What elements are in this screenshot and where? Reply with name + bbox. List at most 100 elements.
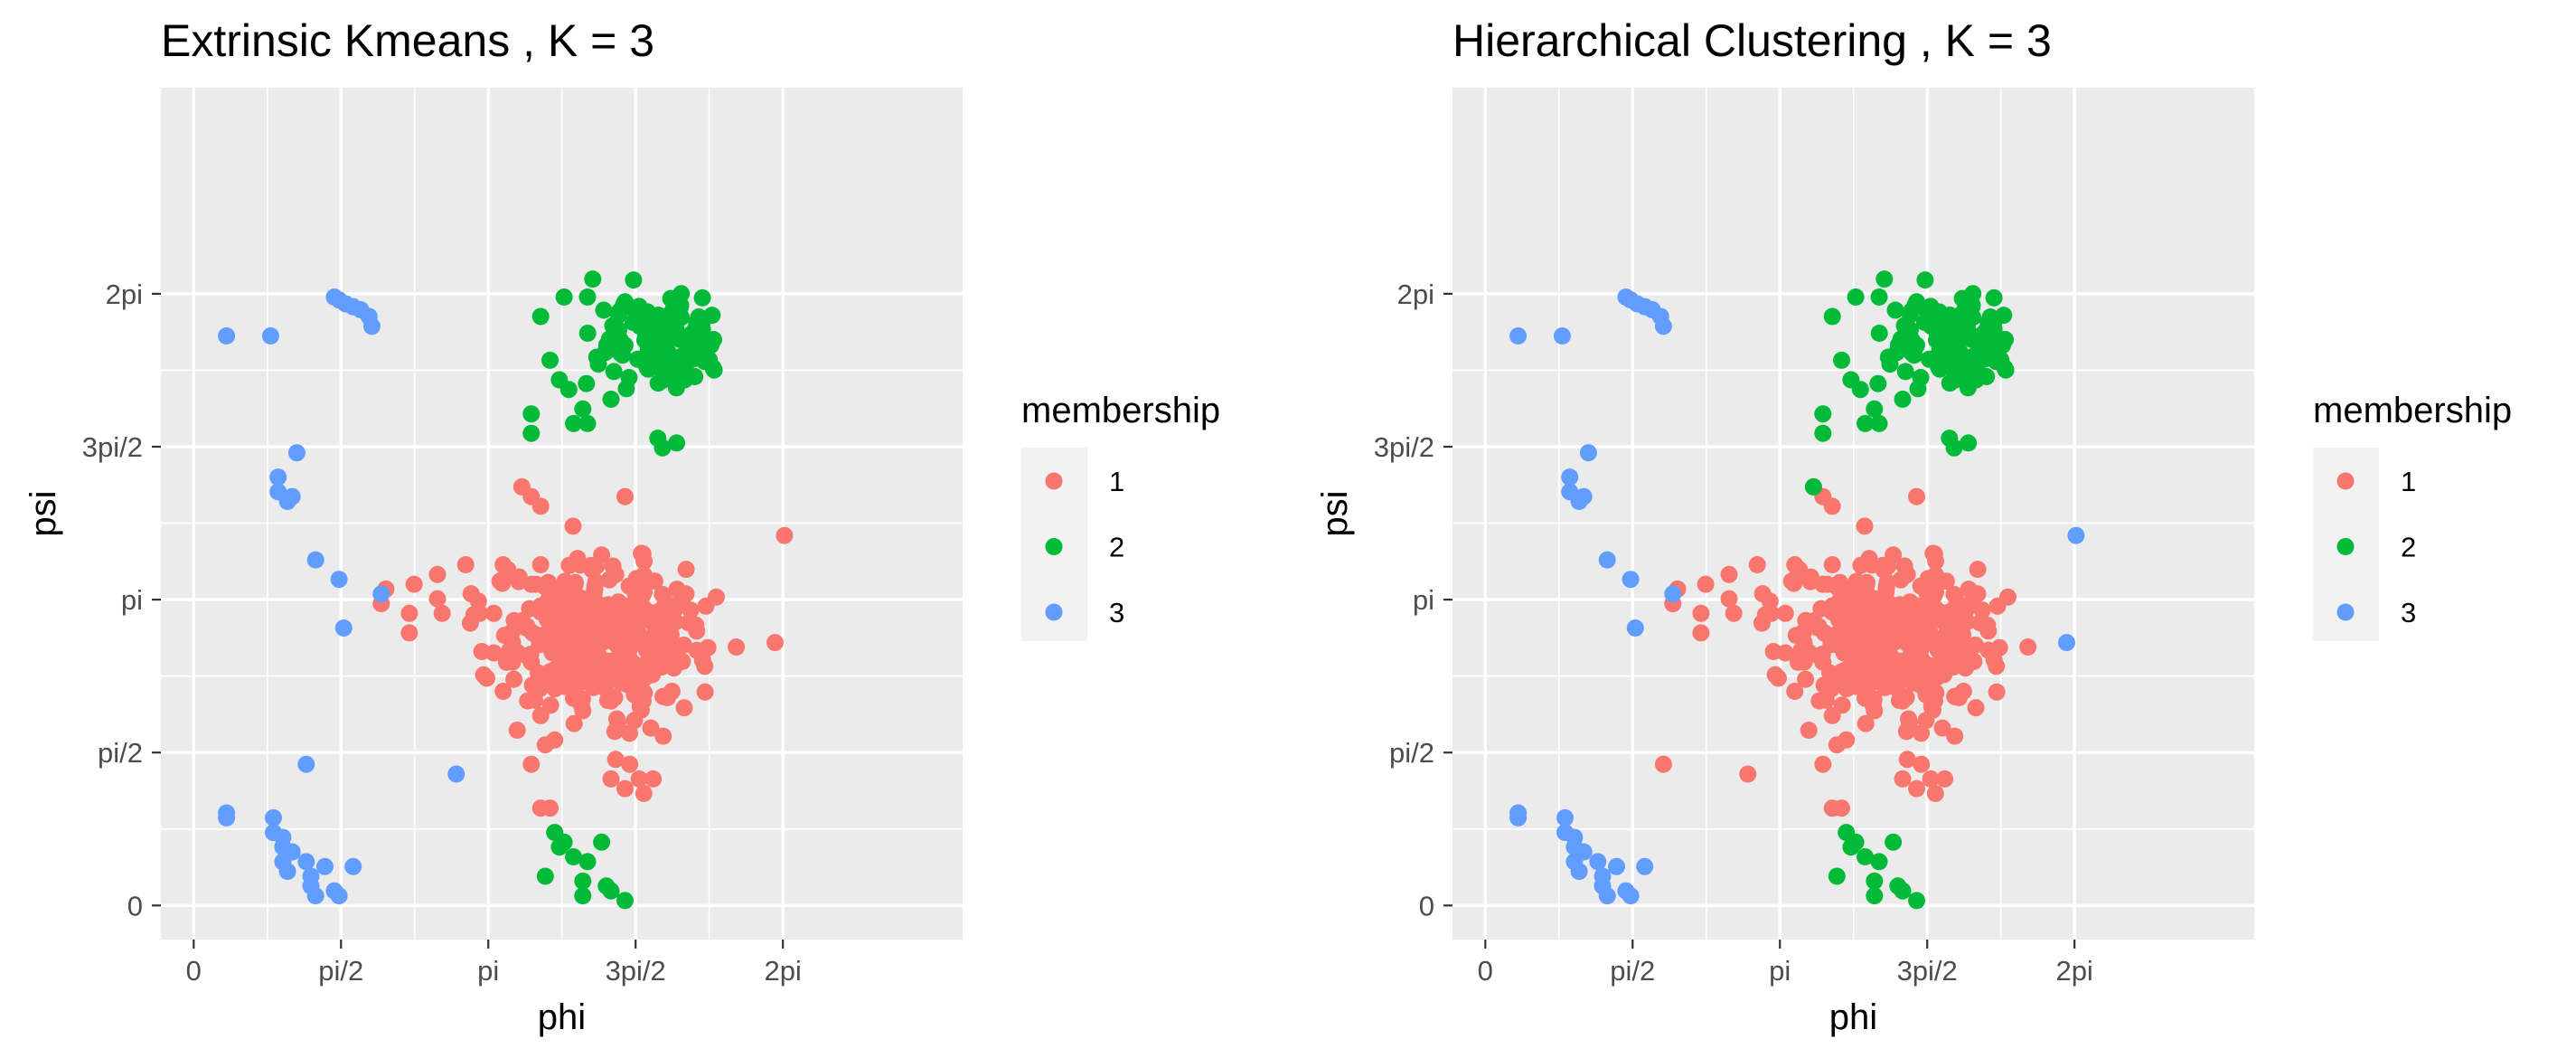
- point-membership-2: [687, 340, 705, 358]
- point-membership-1: [1833, 696, 1851, 714]
- x-tick-label: 2pi: [2055, 955, 2092, 987]
- point-membership-1: [647, 609, 665, 628]
- x-tick-label: pi/2: [1610, 955, 1655, 987]
- point-membership-1: [653, 585, 672, 603]
- y-axis-label: psi: [1315, 490, 1355, 536]
- point-membership-2: [1921, 350, 1938, 368]
- point-membership-1: [546, 731, 564, 749]
- point-membership-1: [1965, 653, 1983, 670]
- point-membership-1: [602, 770, 620, 788]
- point-membership-1: [604, 557, 622, 575]
- point-membership-3: [306, 887, 324, 905]
- legend-key-2: [2336, 538, 2355, 555]
- point-membership-2: [700, 353, 719, 371]
- point-membership-1: [1881, 621, 1899, 639]
- point-membership-1: [621, 724, 638, 742]
- point-membership-1: [1979, 622, 1998, 640]
- point-membership-2: [1876, 270, 1894, 288]
- point-membership-1: [1917, 683, 1935, 701]
- point-membership-2: [1814, 405, 1832, 423]
- point-membership-1: [637, 641, 655, 659]
- point-membership-2: [578, 288, 597, 306]
- point-membership-2: [605, 363, 623, 381]
- point-membership-1: [688, 622, 706, 640]
- point-membership-2: [1828, 867, 1846, 885]
- point-membership-2: [1994, 336, 2012, 354]
- point-membership-1: [1946, 727, 1964, 745]
- point-membership-1: [1776, 604, 1794, 622]
- point-membership-2: [629, 350, 646, 368]
- point-membership-1: [1786, 683, 1804, 700]
- point-membership-1: [682, 601, 700, 619]
- point-membership-1: [456, 556, 475, 573]
- point-membership-1: [1914, 578, 1932, 596]
- point-membership-1: [646, 622, 664, 640]
- point-membership-2: [1870, 325, 1888, 342]
- legend-title: membership: [1021, 391, 1220, 430]
- point-membership-2: [1833, 351, 1850, 369]
- point-membership-2: [1960, 434, 1978, 452]
- legend-label-3: 3: [2401, 597, 2416, 628]
- point-membership-1: [1945, 585, 1963, 603]
- point-membership-1: [1905, 671, 1923, 689]
- x-tick-label: pi: [477, 955, 499, 987]
- point-membership-1: [1720, 590, 1738, 608]
- point-membership-1: [1920, 609, 1938, 627]
- point-membership-1: [1861, 627, 1879, 645]
- point-membership-3: [265, 808, 282, 827]
- point-membership-3: [261, 327, 279, 345]
- point-membership-1: [1785, 574, 1803, 592]
- point-membership-1: [513, 612, 531, 629]
- point-membership-1: [1725, 604, 1743, 622]
- point-membership-2: [1977, 322, 1995, 340]
- point-membership-1: [541, 696, 559, 714]
- point-membership-2: [634, 313, 652, 331]
- point-membership-1: [1786, 556, 1804, 573]
- point-membership-1: [465, 606, 483, 624]
- point-membership-3: [362, 317, 381, 335]
- point-membership-2: [625, 271, 643, 289]
- point-membership-1: [606, 723, 624, 741]
- point-membership-3: [1654, 317, 1672, 335]
- point-membership-2: [595, 301, 613, 319]
- point-membership-1: [1913, 724, 1930, 742]
- point-membership-1: [522, 487, 541, 505]
- legend-key-3: [2336, 603, 2355, 621]
- y-tick-label: 3pi/2: [1374, 431, 1434, 463]
- point-membership-1: [1933, 719, 1951, 737]
- point-membership-1: [1848, 607, 1866, 625]
- point-membership-1: [1908, 487, 1925, 505]
- point-membership-3: [1556, 808, 1574, 827]
- y-tick-label: 0: [1419, 890, 1434, 921]
- point-membership-1: [1654, 755, 1672, 773]
- legend: membership 1 2 3: [2313, 391, 2512, 641]
- point-membership-3: [330, 887, 348, 905]
- point-membership-2: [559, 381, 578, 399]
- point-membership-1: [1847, 572, 1866, 590]
- point-membership-1: [1823, 603, 1841, 621]
- point-membership-3: [218, 327, 236, 345]
- point-membership-2: [672, 296, 690, 314]
- point-membership-1: [1795, 623, 1812, 641]
- point-membership-1: [728, 638, 746, 656]
- point-membership-2: [668, 434, 686, 452]
- point-membership-2: [1929, 326, 1947, 344]
- point-membership-1: [1805, 612, 1823, 629]
- point-membership-1: [565, 714, 583, 732]
- point-membership-1: [644, 770, 663, 788]
- point-membership-2: [531, 307, 550, 326]
- point-membership-1: [400, 604, 418, 622]
- point-membership-1: [1776, 644, 1794, 662]
- point-membership-1: [688, 641, 706, 659]
- point-membership-1: [571, 671, 589, 689]
- y-tick-label: 2pi: [106, 279, 143, 310]
- point-membership-2: [1866, 400, 1884, 418]
- point-membership-2: [593, 833, 611, 851]
- point-membership-1: [469, 592, 487, 610]
- point-membership-2: [1905, 346, 1923, 364]
- point-membership-1: [1756, 606, 1774, 624]
- point-membership-2: [654, 366, 672, 384]
- point-membership-3: [447, 765, 465, 783]
- point-membership-1: [428, 565, 447, 583]
